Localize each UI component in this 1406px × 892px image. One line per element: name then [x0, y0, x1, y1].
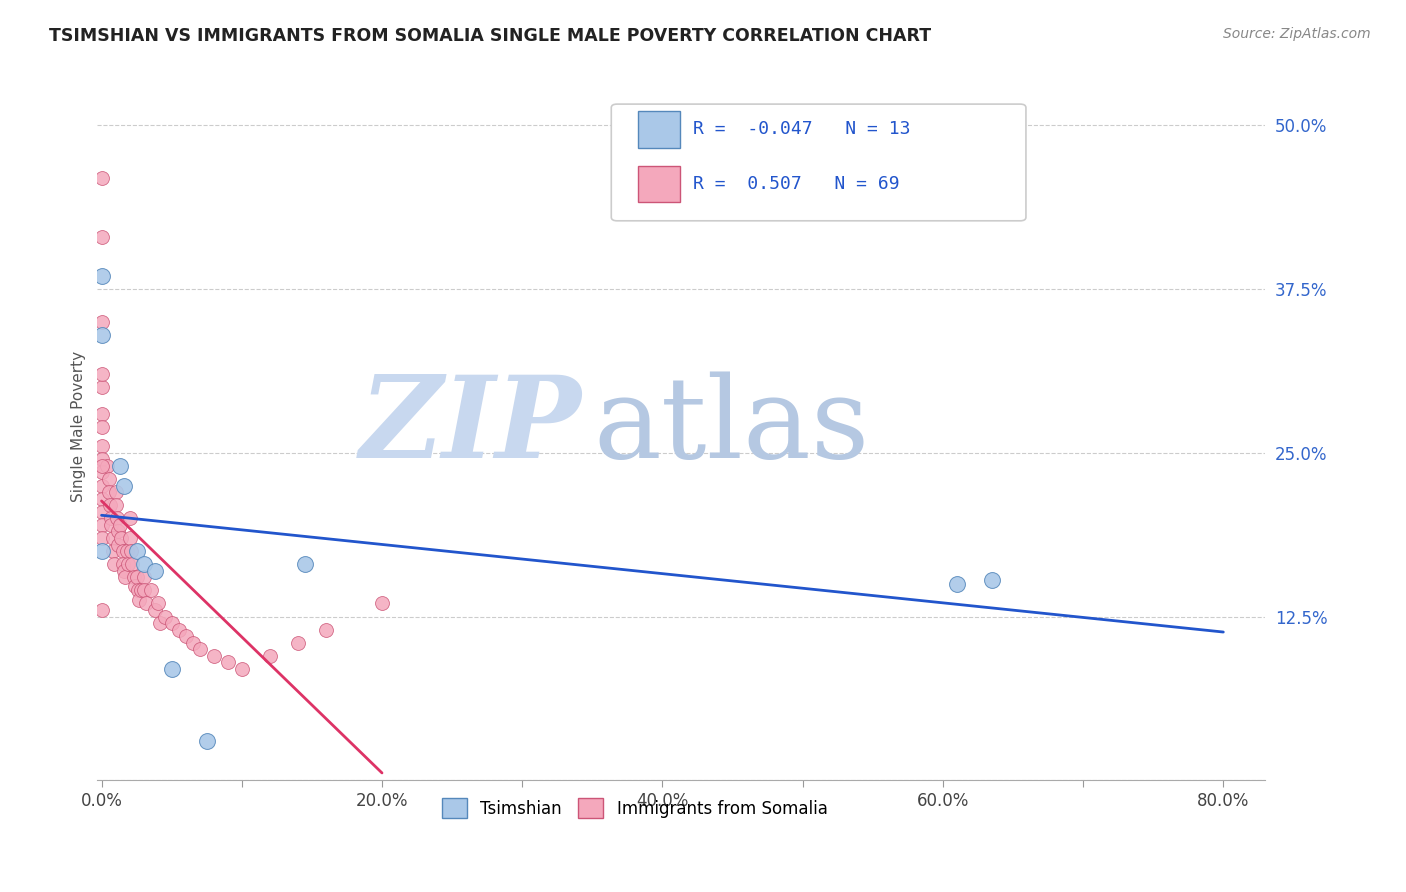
Point	[294, 557, 316, 571]
Point	[132, 570, 155, 584]
Point	[90, 531, 112, 545]
Point	[111, 557, 134, 571]
Point	[104, 498, 127, 512]
Point	[188, 642, 211, 657]
Point	[90, 505, 112, 519]
Point	[104, 485, 127, 500]
Point	[111, 544, 134, 558]
Point	[115, 544, 138, 558]
Point	[315, 623, 337, 637]
Point	[90, 368, 112, 382]
Point	[132, 557, 155, 571]
Point	[90, 315, 112, 329]
Point	[90, 458, 112, 473]
Point	[90, 544, 112, 558]
Point	[117, 557, 139, 571]
Point	[125, 544, 148, 558]
Point	[105, 511, 128, 525]
Point	[100, 511, 122, 525]
Point	[132, 583, 155, 598]
Point	[125, 570, 148, 584]
Point	[259, 648, 281, 663]
Point	[143, 603, 166, 617]
Text: TSIMSHIAN VS IMMIGRANTS FROM SOMALIA SINGLE MALE POVERTY CORRELATION CHART: TSIMSHIAN VS IMMIGRANTS FROM SOMALIA SIN…	[49, 27, 931, 45]
Point	[107, 537, 129, 551]
Point	[946, 577, 969, 591]
Point	[90, 170, 112, 185]
Point	[160, 662, 183, 676]
FancyBboxPatch shape	[612, 104, 1026, 221]
Text: atlas: atlas	[593, 371, 870, 482]
Point	[90, 491, 112, 506]
Point	[96, 458, 118, 473]
Point	[100, 517, 122, 532]
Point	[90, 478, 112, 492]
Point	[90, 466, 112, 480]
Point	[90, 603, 112, 617]
Text: R =  0.507   N = 69: R = 0.507 N = 69	[693, 175, 900, 193]
Point	[231, 662, 253, 676]
Point	[181, 636, 204, 650]
Point	[97, 485, 120, 500]
Point	[121, 557, 143, 571]
Point	[101, 544, 124, 558]
Point	[135, 597, 157, 611]
Point	[90, 380, 112, 394]
Point	[160, 616, 183, 631]
Point	[128, 592, 150, 607]
Point	[103, 557, 125, 571]
Point	[153, 609, 176, 624]
Point	[90, 328, 112, 343]
Point	[90, 517, 112, 532]
Point	[120, 544, 142, 558]
Point	[981, 573, 1004, 587]
Point	[129, 583, 152, 598]
Point	[108, 458, 131, 473]
Point	[149, 616, 172, 631]
Point	[143, 564, 166, 578]
Point	[202, 648, 225, 663]
Point	[371, 597, 394, 611]
Point	[97, 472, 120, 486]
Point	[195, 734, 218, 748]
Point	[127, 583, 149, 598]
Point	[174, 629, 197, 643]
Point	[112, 564, 135, 578]
Point	[90, 407, 112, 421]
Point	[118, 511, 141, 525]
Text: R =  -0.047   N = 13: R = -0.047 N = 13	[693, 120, 911, 138]
Point	[90, 419, 112, 434]
Point	[146, 597, 169, 611]
FancyBboxPatch shape	[638, 111, 681, 147]
Point	[217, 656, 239, 670]
Point	[124, 579, 146, 593]
Point	[122, 570, 145, 584]
Point	[98, 498, 121, 512]
Point	[118, 531, 141, 545]
Legend: Tsimshian, Immigrants from Somalia: Tsimshian, Immigrants from Somalia	[434, 791, 834, 825]
Point	[90, 439, 112, 453]
Point	[107, 524, 129, 539]
Point	[112, 478, 135, 492]
Point	[108, 517, 131, 532]
Point	[90, 268, 112, 283]
FancyBboxPatch shape	[638, 166, 681, 202]
Point	[287, 636, 309, 650]
Point	[167, 623, 190, 637]
Point	[101, 531, 124, 545]
Point	[90, 452, 112, 467]
Y-axis label: Single Male Poverty: Single Male Poverty	[72, 351, 86, 502]
Text: Source: ZipAtlas.com: Source: ZipAtlas.com	[1223, 27, 1371, 41]
Point	[110, 531, 132, 545]
Point	[90, 229, 112, 244]
Point	[114, 570, 136, 584]
Text: ZIP: ZIP	[360, 371, 582, 483]
Point	[139, 583, 162, 598]
